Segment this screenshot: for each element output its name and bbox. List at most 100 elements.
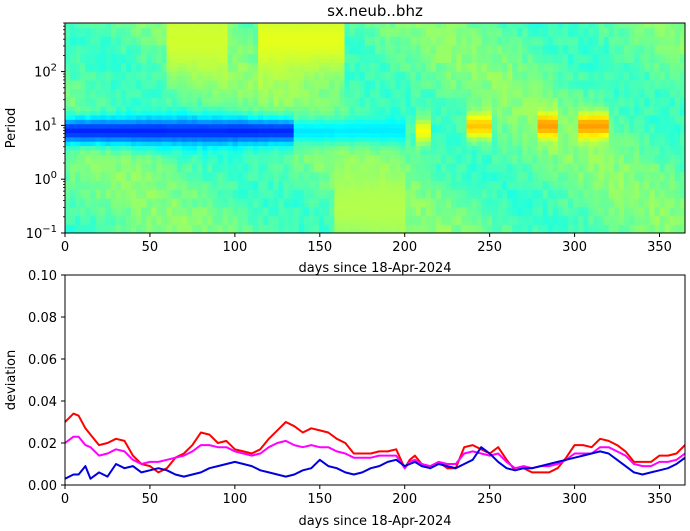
heatmap-cell <box>131 36 137 42</box>
heatmap-cell <box>466 167 473 173</box>
heatmap-cell <box>288 110 295 116</box>
heatmap-cell <box>476 149 483 155</box>
heatmap-cell <box>156 23 163 28</box>
heatmap-cell <box>176 66 183 72</box>
heatmap-cell <box>456 141 462 147</box>
heatmap-cell <box>100 79 107 85</box>
heatmap-cell <box>573 176 579 182</box>
heatmap-cell <box>456 128 462 133</box>
heatmap-cell <box>273 145 280 151</box>
heatmap-cell <box>369 31 376 37</box>
heatmap-cell <box>136 119 142 125</box>
heatmap-cell <box>146 23 152 28</box>
heatmap-cell <box>192 198 198 203</box>
heatmap-cell <box>354 114 361 120</box>
heatmap-cell <box>471 66 478 72</box>
heatmap-cell <box>441 123 447 129</box>
heatmap-cell <box>308 75 315 81</box>
heatmap-cell <box>247 219 254 225</box>
heatmap-cell <box>202 224 208 230</box>
heatmap-cell <box>319 44 325 50</box>
heatmap-cell <box>207 66 213 72</box>
heatmap-cell <box>435 31 442 37</box>
heatmap-cell <box>441 114 447 120</box>
heatmap-cell <box>268 93 274 98</box>
heatmap-cell <box>329 132 335 138</box>
heatmap-cell <box>491 31 498 37</box>
heatmap-cell <box>588 114 595 120</box>
heatmap-cell <box>278 114 285 120</box>
heatmap-cell <box>430 132 437 138</box>
heatmap-cell <box>364 106 371 112</box>
heatmap-cell <box>288 101 295 107</box>
heatmap-cell <box>242 36 249 42</box>
heatmap-cell <box>232 163 239 168</box>
heatmap-cell <box>517 158 523 164</box>
heatmap-cell <box>522 79 529 85</box>
heatmap-cell <box>537 27 544 33</box>
heatmap-cell <box>578 44 584 50</box>
heatmap-cell <box>110 93 117 98</box>
heatmap-cell <box>542 114 549 120</box>
heatmap-cell <box>537 141 544 147</box>
heatmap-cell <box>481 79 488 85</box>
heatmap-cell <box>242 136 249 142</box>
heatmap-cell <box>532 23 539 28</box>
heatmap-cell <box>75 97 81 103</box>
heatmap-cell <box>588 184 595 190</box>
heatmap-cell <box>512 128 518 133</box>
heatmap-cell <box>268 149 274 155</box>
heatmap-cell <box>95 206 102 212</box>
heatmap-cell <box>588 163 595 168</box>
heatmap-cell <box>491 23 498 28</box>
heatmap-cell <box>263 79 269 85</box>
heatmap-cell <box>349 224 356 230</box>
heatmap-cell <box>542 62 549 68</box>
heatmap-cell <box>298 53 305 59</box>
heatmap-cell <box>359 97 366 103</box>
heatmap-cell <box>237 149 244 155</box>
heatmap-cell <box>283 40 290 46</box>
heatmap-cell <box>105 40 112 46</box>
heatmap-cell <box>420 62 427 68</box>
heatmap-cell <box>380 128 386 133</box>
heatmap-cell <box>359 171 366 177</box>
heatmap-cell <box>202 110 208 116</box>
heatmap-cell <box>258 79 264 85</box>
heatmap-cell <box>502 101 508 107</box>
heatmap-cell <box>349 40 356 46</box>
heatmap-cell <box>237 71 244 77</box>
heatmap-cell <box>578 176 584 182</box>
heatmap-cell <box>166 228 173 233</box>
heatmap-cell <box>125 206 132 212</box>
heatmap-cell <box>334 141 341 147</box>
heatmap-cell <box>161 119 168 125</box>
heatmap-cell <box>186 128 193 133</box>
heatmap-cell <box>573 110 579 116</box>
heatmap-cell <box>324 36 330 42</box>
heatmap-cell <box>151 198 158 203</box>
heatmap-cell <box>568 219 574 225</box>
heatmap-cell <box>573 31 579 37</box>
heatmap-cell <box>547 88 554 94</box>
heatmap-cell <box>481 132 488 138</box>
heatmap-cell <box>369 198 376 203</box>
heatmap-cell <box>517 206 523 212</box>
heatmap-cell <box>319 167 325 173</box>
heatmap-cell <box>507 206 513 212</box>
heatmap-cell <box>583 123 590 129</box>
heatmap-cell <box>171 36 178 42</box>
heatmap-cell <box>349 49 356 55</box>
heatmap-cell <box>80 132 86 138</box>
heatmap-cell <box>115 40 122 46</box>
heatmap-cell <box>568 128 574 133</box>
heatmap-cell <box>258 171 264 177</box>
heatmap-cell <box>131 62 137 68</box>
heatmap-cell <box>105 132 112 138</box>
heatmap-cell <box>446 228 452 233</box>
heatmap-cell <box>283 53 290 59</box>
heatmap-cell <box>227 88 234 94</box>
heatmap-cell <box>176 101 183 107</box>
heatmap-cell <box>70 58 76 63</box>
heatmap-cell <box>491 114 498 120</box>
